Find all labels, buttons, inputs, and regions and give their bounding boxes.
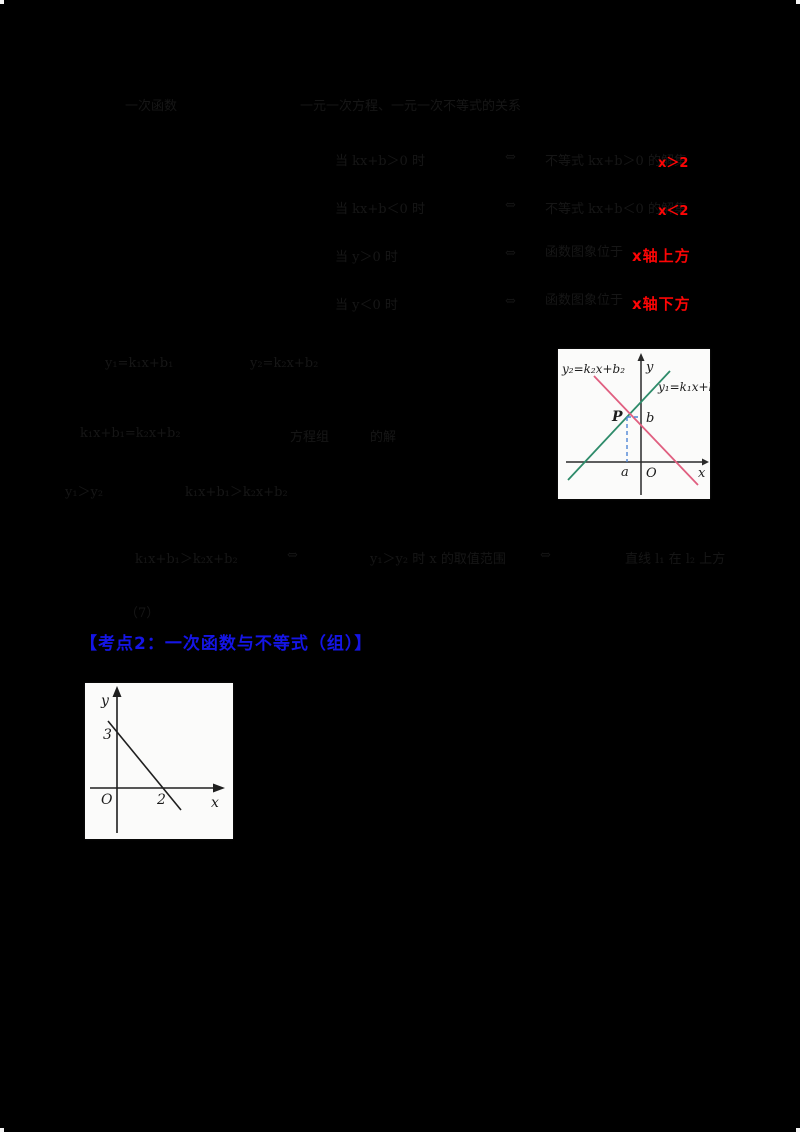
figure2-y-label: y xyxy=(100,693,110,709)
body-func2: y₂=k₂x+b₂ xyxy=(250,356,319,371)
figure1-a-label: a xyxy=(621,465,629,480)
table-row3-left: 当 y＞0 时 xyxy=(335,250,398,265)
body-equation: k₁x+b₁=k₂x+b₂ xyxy=(80,426,181,441)
figure-single-line: y 3 O 2 x xyxy=(85,683,233,839)
answer-row2: x＜2 xyxy=(658,204,689,219)
figure1-line2-label: y₂=k₂x+b₂ xyxy=(561,362,625,376)
figure1-point-p-label: P xyxy=(611,409,623,425)
figure1-x-label: x xyxy=(698,466,706,481)
figure1-b-label: b xyxy=(646,411,654,426)
scan-artifact-bottom-right xyxy=(796,1128,800,1132)
chain-term3: 直线 l₁ 在 l₂ 上方 xyxy=(625,552,726,567)
table-row1-left: 当 kx+b＞0 时 xyxy=(335,154,425,169)
figure2-plot: y 3 O 2 x xyxy=(90,686,225,833)
table-row4-equiv: ⇔ xyxy=(505,294,516,309)
scan-artifact-top-right xyxy=(796,0,800,4)
figure2-origin-label: O xyxy=(101,792,113,808)
figure1-plot: y₂=k₂x+b₂ y y₁=k₁x+b₁ P b a O x xyxy=(561,353,721,495)
figure-intersecting-lines: y₂=k₂x+b₂ y y₁=k₁x+b₁ P b a O x xyxy=(558,349,721,499)
figure2-x-label: x xyxy=(211,795,219,811)
figure2-x-arrow-icon xyxy=(213,783,225,793)
figure1-line-y2 xyxy=(593,375,699,486)
table-row2-left: 当 kx+b＜0 时 xyxy=(335,202,425,217)
figure2-x-intercept-label: 2 xyxy=(156,792,166,808)
answer-row4: x轴下方 xyxy=(632,295,691,313)
table-row1-right: 不等式 kx+b＞0 的解集 xyxy=(545,154,687,169)
body-solution-label: 的解 xyxy=(370,430,397,445)
body-compare-left: y₁＞y₂ xyxy=(65,485,104,500)
section-title-left: 一次函数 xyxy=(125,99,178,114)
figure1-x-arrow-icon xyxy=(702,458,709,466)
answer-row1: x＞2 xyxy=(658,156,689,171)
figure1-y-label: y xyxy=(645,360,654,375)
figure2-y-intercept-label: 3 xyxy=(103,727,112,743)
table-row2-right: 不等式 kx+b＜0 的解集 xyxy=(545,202,687,217)
scan-artifact-bottom-left xyxy=(0,1128,4,1132)
chain-equiv2: ⇔ xyxy=(540,548,551,563)
figure1-line-y1 xyxy=(567,370,671,481)
figure2-y-arrow-icon xyxy=(112,686,122,697)
figure2-line xyxy=(107,720,182,811)
body-compare-right: k₁x+b₁＞k₂x+b₂ xyxy=(185,485,288,500)
chain-term1: k₁x+b₁＞k₂x+b₂ xyxy=(135,552,238,567)
figure1-origin-label: O xyxy=(646,466,657,481)
body-system-label: 方程组 xyxy=(290,430,330,445)
answer-row3: x轴上方 xyxy=(632,247,691,265)
figure1-y-arrow-icon xyxy=(637,353,645,361)
section-title-right: 一元一次方程、一元一次不等式的关系 xyxy=(300,99,522,114)
chain-equiv1: ⇔ xyxy=(287,548,298,563)
chain-term2: y₁＞y₂ 时 x 的取值范围 xyxy=(370,552,506,567)
figure1-line1-label: y₁=k₁x+b₁ xyxy=(657,380,710,394)
topic-heading: 【考点2：一次函数与不等式（组）】 xyxy=(80,634,373,654)
table-row3-equiv: ⇔ xyxy=(505,246,516,261)
table-row3-right: 函数图象位于 xyxy=(545,245,624,260)
item-number: （7） xyxy=(125,606,160,621)
table-row1-equiv: ⇔ xyxy=(505,150,516,165)
table-row2-equiv: ⇔ xyxy=(505,198,516,213)
scan-artifact-top-left xyxy=(0,0,4,4)
body-func1: y₁=k₁x+b₁ xyxy=(105,356,174,371)
table-row4-right: 函数图象位于 xyxy=(545,293,624,308)
table-row4-left: 当 y＜0 时 xyxy=(335,298,398,313)
